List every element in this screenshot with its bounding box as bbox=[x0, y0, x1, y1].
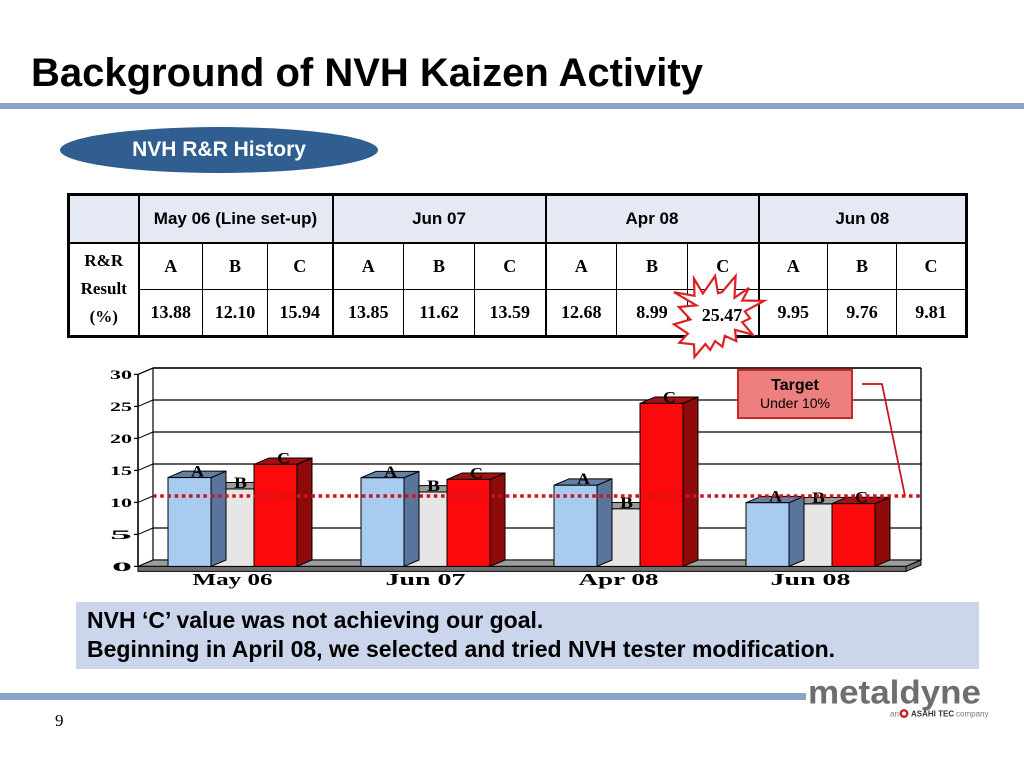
svg-text:Jun 07: Jun 07 bbox=[386, 570, 467, 589]
svg-text:15: 15 bbox=[110, 463, 133, 478]
svg-text:25: 25 bbox=[110, 399, 133, 414]
svg-text:20: 20 bbox=[110, 431, 132, 446]
svg-text:Apr 08: Apr 08 bbox=[579, 570, 659, 589]
svg-text:Target: Target bbox=[771, 377, 819, 394]
svg-text:Under 10%: Under 10% bbox=[760, 395, 830, 411]
svg-text:A: A bbox=[384, 464, 397, 481]
svg-text:an: an bbox=[890, 710, 899, 719]
svg-text:10: 10 bbox=[110, 495, 132, 510]
svg-text:B: B bbox=[427, 478, 440, 495]
svg-text:A: A bbox=[191, 464, 204, 481]
svg-text:A: A bbox=[577, 471, 590, 488]
svg-text:C: C bbox=[663, 389, 676, 406]
svg-text:5: 5 bbox=[110, 527, 134, 542]
svg-text:company: company bbox=[956, 710, 988, 719]
svg-text:C: C bbox=[470, 465, 483, 482]
svg-text:C: C bbox=[855, 490, 868, 507]
svg-text:B: B bbox=[620, 495, 633, 512]
svg-text:B: B bbox=[812, 490, 825, 507]
svg-text:ASAHI TEC: ASAHI TEC bbox=[911, 710, 954, 719]
svg-text:metaldyne: metaldyne bbox=[808, 674, 981, 711]
svg-text:Jun 08: Jun 08 bbox=[771, 570, 851, 589]
svg-text:May 06: May 06 bbox=[193, 570, 273, 589]
svg-text:C: C bbox=[277, 450, 290, 467]
svg-text:B: B bbox=[234, 475, 247, 492]
svg-text:25.47: 25.47 bbox=[702, 305, 743, 325]
svg-text:0: 0 bbox=[112, 559, 132, 574]
svg-text:30: 30 bbox=[110, 367, 132, 382]
